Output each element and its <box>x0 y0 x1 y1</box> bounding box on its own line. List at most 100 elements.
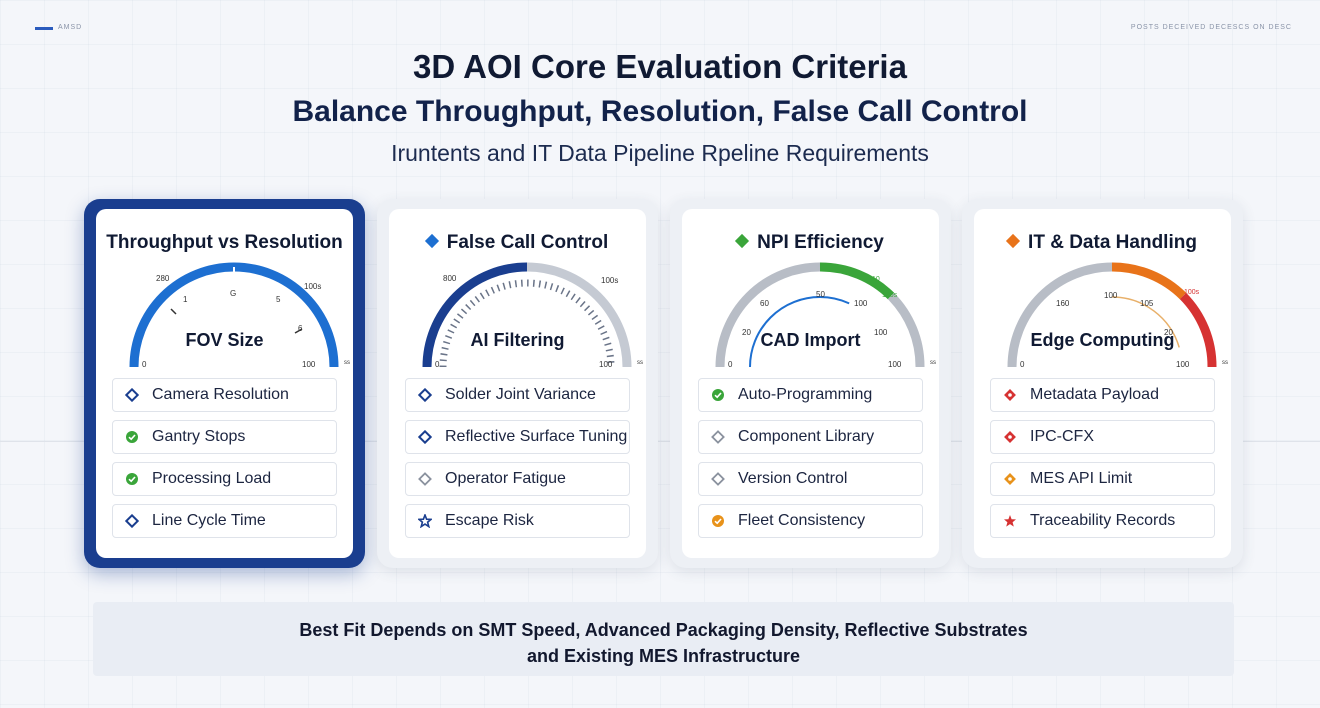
gauge-label: FOV Size <box>185 330 264 350</box>
list-item-label: Traceability Records <box>1030 512 1176 529</box>
gauge-tick-label: 100 <box>1104 291 1118 300</box>
gauge-tick-label: ss <box>930 360 936 366</box>
list-item-camera-resolution[interactable]: Camera Resolution <box>112 378 337 412</box>
gauge-tick-label: 0 <box>142 360 147 369</box>
red-star-icon <box>1004 515 1016 527</box>
card-body: NPI Efficiency 60 50 100 100s 20 100 0 1… <box>682 209 939 558</box>
gauge-tick-label: 160 <box>1056 299 1070 308</box>
list-item-metadata-payload[interactable]: Metadata Payload <box>990 378 1215 412</box>
list-item-solder-joint-variance[interactable]: Solder Joint Variance <box>405 378 630 412</box>
list-item-auto-programming[interactable]: Auto-Programming <box>698 378 923 412</box>
gauge-tick-label: G <box>230 289 236 298</box>
red-diamond-icon <box>1004 431 1016 443</box>
navy-diamond-icon <box>418 388 432 402</box>
list-item-escape-risk[interactable]: Escape Risk <box>405 504 630 538</box>
gauge-tick-label: ss <box>1222 360 1228 366</box>
red-diamond-icon <box>1004 389 1016 401</box>
gauge-tick-label: 100s <box>882 292 898 299</box>
gauge-arc-remaining <box>526 262 632 368</box>
gauge-arc-remaining <box>715 262 821 368</box>
list-item-label: Line Cycle Time <box>152 512 266 529</box>
gauge-tick-label: 20 <box>1164 328 1173 337</box>
divider-line <box>0 441 1320 442</box>
fov-size-gauge: 280 1 G 5 6 100s 0 100 ss <box>129 262 350 369</box>
gauge-tick-label: 100 <box>302 360 316 369</box>
header-tag-right: POSTS DECEIVED DECESCS ON DESC <box>1130 24 1292 31</box>
gauge-tick-label: 0 <box>728 360 733 369</box>
card-body: False Call Control 800 100s 0 100 ss AI … <box>389 209 646 558</box>
list-item-gantry-stops[interactable]: Gantry Stops <box>112 420 337 454</box>
list-item-label: Fleet Consistency <box>738 512 866 529</box>
navy-diamond-icon <box>125 514 139 528</box>
card-throughput-vs-resolution[interactable]: Throughput vs Resolution 280 1 G 5 6 100… <box>84 199 365 568</box>
list-item-operator-fatigue[interactable]: Operator Fatigue <box>405 462 630 496</box>
card-title-text: False Call Control <box>446 232 609 253</box>
criteria-list: Metadata Payload IPC-CFX MES API Limit T… <box>990 378 1215 546</box>
gauge-tick-label: 100s <box>1184 289 1200 296</box>
gauge-inner-arc <box>749 296 891 368</box>
list-item-version-control[interactable]: Version Control <box>698 462 923 496</box>
gauge-tick-label: 60 <box>760 299 769 308</box>
list-item-line-cycle-time[interactable]: Line Cycle Time <box>112 504 337 538</box>
gauge-tick-label: 100 <box>599 360 613 369</box>
card-it-data-handling[interactable]: IT & Data Handling 160 100 105 100s 20 1… <box>962 199 1243 568</box>
gray-diamond-icon <box>711 430 725 444</box>
list-item-fleet-consistency[interactable]: Fleet Consistency <box>698 504 923 538</box>
navy-diamond-icon <box>125 388 139 402</box>
card-title: Throughput vs Resolution <box>96 232 353 254</box>
header-tag-left: AMSD <box>58 24 83 31</box>
list-item-ipc-cfx[interactable]: IPC-CFX <box>990 420 1215 454</box>
gauge-tick-label: 100s <box>601 276 618 285</box>
list-item-component-library[interactable]: Component Library <box>698 420 923 454</box>
gauge-tick <box>170 308 177 315</box>
gauge-arc-warning <box>1111 262 1187 300</box>
gauge-tick <box>294 328 303 334</box>
list-item-label: MES API Limit <box>1030 470 1133 487</box>
gauge-arc-filled <box>819 262 895 300</box>
list-item-label: IPC-CFX <box>1030 428 1094 445</box>
green-check-icon <box>712 389 724 401</box>
list-item-traceability-records[interactable]: Traceability Records <box>990 504 1215 538</box>
header-accent-bar <box>35 27 53 30</box>
blue-diamond-icon <box>424 233 439 249</box>
card-title: IT & Data Handling <box>974 232 1231 254</box>
gauge-label: CAD Import <box>760 330 861 350</box>
list-item-processing-load[interactable]: Processing Load <box>112 462 337 496</box>
card-title: NPI Efficiency <box>682 232 939 254</box>
gauge-tick-label: ss <box>344 360 350 366</box>
gauge-tick-label: 10 <box>872 276 880 283</box>
page-subtitle-secondary: Iruntents and IT Data Pipeline Rpeline R… <box>391 140 929 166</box>
footer-line-1: Best Fit Depends on SMT Speed, Advanced … <box>299 620 1028 640</box>
gauge-tick-ring <box>439 279 615 368</box>
list-item-label: Camera Resolution <box>152 386 289 403</box>
gauge-label: AI Filtering <box>470 330 565 350</box>
ai-filtering-gauge: 800 100s 0 100 ss <box>422 262 643 369</box>
card-false-call-control[interactable]: False Call Control 800 100s 0 100 ss AI … <box>377 199 658 568</box>
list-item-label: Gantry Stops <box>152 428 246 445</box>
cad-import-gauge: 60 50 100 100s 20 100 0 100 ss 10 <box>715 262 936 369</box>
list-item-mes-api-limit[interactable]: MES API Limit <box>990 462 1215 496</box>
gauge-label: Edge Computing <box>1030 330 1175 350</box>
gauge-tick-label: 6 <box>298 324 303 333</box>
list-item-label: Processing Load <box>152 470 272 487</box>
orange-diamond-icon <box>1005 233 1021 249</box>
list-item-label: Operator Fatigue <box>445 470 566 487</box>
orange-diamond-icon <box>1004 473 1016 485</box>
gauge-tick-label: 280 <box>156 274 170 283</box>
gauge-tick-label: 5 <box>276 295 281 304</box>
gray-diamond-icon <box>711 472 725 486</box>
green-check-icon <box>126 473 138 485</box>
gauge-tick-label: ss <box>637 360 643 366</box>
card-npi-efficiency[interactable]: NPI Efficiency 60 50 100 100s 20 100 0 1… <box>670 199 951 568</box>
gauge-tick-label: 100 <box>874 328 888 337</box>
gauge-tick-label: 100 <box>1176 360 1190 369</box>
list-item-reflective-surface-tuning[interactable]: Reflective Surface Tuning <box>405 420 630 454</box>
gauge-tick-label: 105 <box>1140 299 1154 308</box>
gauge-tick-label: 50 <box>816 290 825 299</box>
list-item-label: Solder Joint Variance <box>445 386 596 403</box>
list-item-label: Version Control <box>738 470 848 487</box>
gauge-tick-label: 20 <box>742 328 751 337</box>
card-title: False Call Control <box>389 232 646 254</box>
page-title: 3D AOI Core Evaluation Criteria <box>413 48 907 85</box>
gauge-tick-label: 800 <box>443 274 457 283</box>
